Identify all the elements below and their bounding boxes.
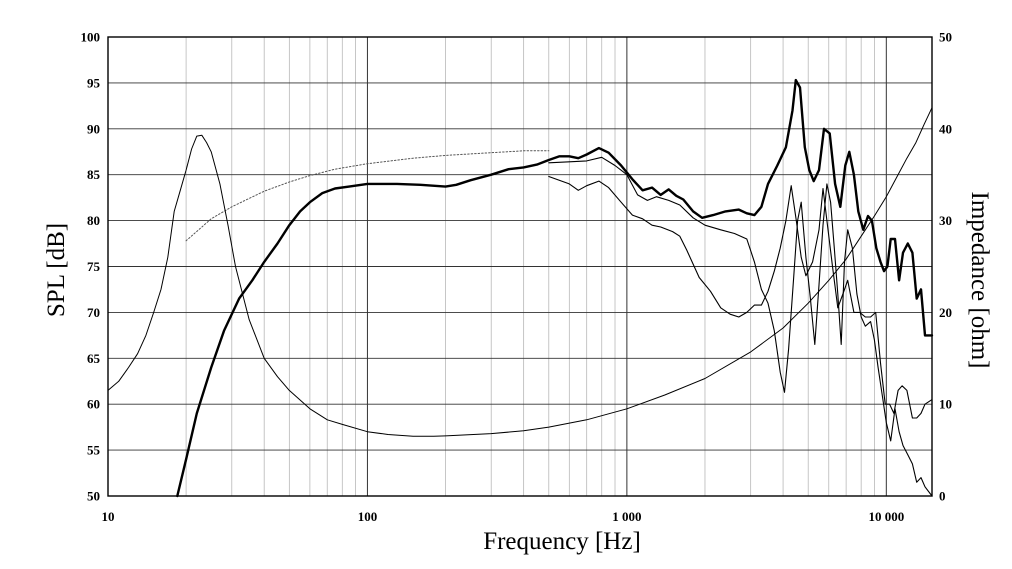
y-axis-title-left: SPL [dB] [43, 223, 70, 317]
y-right-tick-label: 20 [939, 305, 952, 320]
y-left-tick-label: 85 [87, 167, 101, 182]
spl-curve-3 [185, 150, 550, 242]
y-left-tick-label: 90 [87, 121, 100, 136]
y-left-tick-label: 100 [81, 30, 101, 45]
y-right-tick-label: 50 [939, 30, 952, 45]
y-left-tick-label: 75 [87, 259, 101, 274]
spl-curve-2 [548, 175, 933, 419]
grid [108, 37, 932, 496]
y-right-tick-label: 30 [939, 213, 952, 228]
y-left-tick-label: 70 [87, 305, 100, 320]
plot-frame [107, 36, 933, 497]
series-group [107, 78, 934, 498]
y-left-tick-label: 50 [87, 489, 100, 504]
x-tick-label: 10 [102, 509, 115, 524]
y-right-tick-label: 0 [939, 489, 946, 504]
y-right-tick-label: 40 [939, 121, 952, 136]
y-left-tick-label: 60 [87, 397, 100, 412]
spl-curve-0 [176, 78, 934, 498]
tick-labels: 10 100 1 000 10 000 50 55 60 65 70 75 80 85 90 95 100 0… [81, 30, 953, 525]
x-axis-title: Frequency [Hz] [483, 528, 641, 555]
y-left-tick-label: 95 [87, 75, 101, 90]
y-left-tick-label: 55 [87, 443, 101, 458]
y-left-tick-label: 80 [87, 213, 100, 228]
y-right-tick-label: 10 [939, 397, 952, 412]
x-tick-label: 10 000 [868, 509, 904, 524]
x-tick-label: 100 [358, 509, 378, 524]
x-tick-label: 1 000 [612, 509, 641, 524]
y-left-tick-label: 65 [87, 351, 101, 366]
spl-curve-1 [548, 156, 933, 497]
impedance-curve-4 [107, 107, 933, 437]
y-axis-title-right: Impedance [ohm] [966, 191, 993, 368]
